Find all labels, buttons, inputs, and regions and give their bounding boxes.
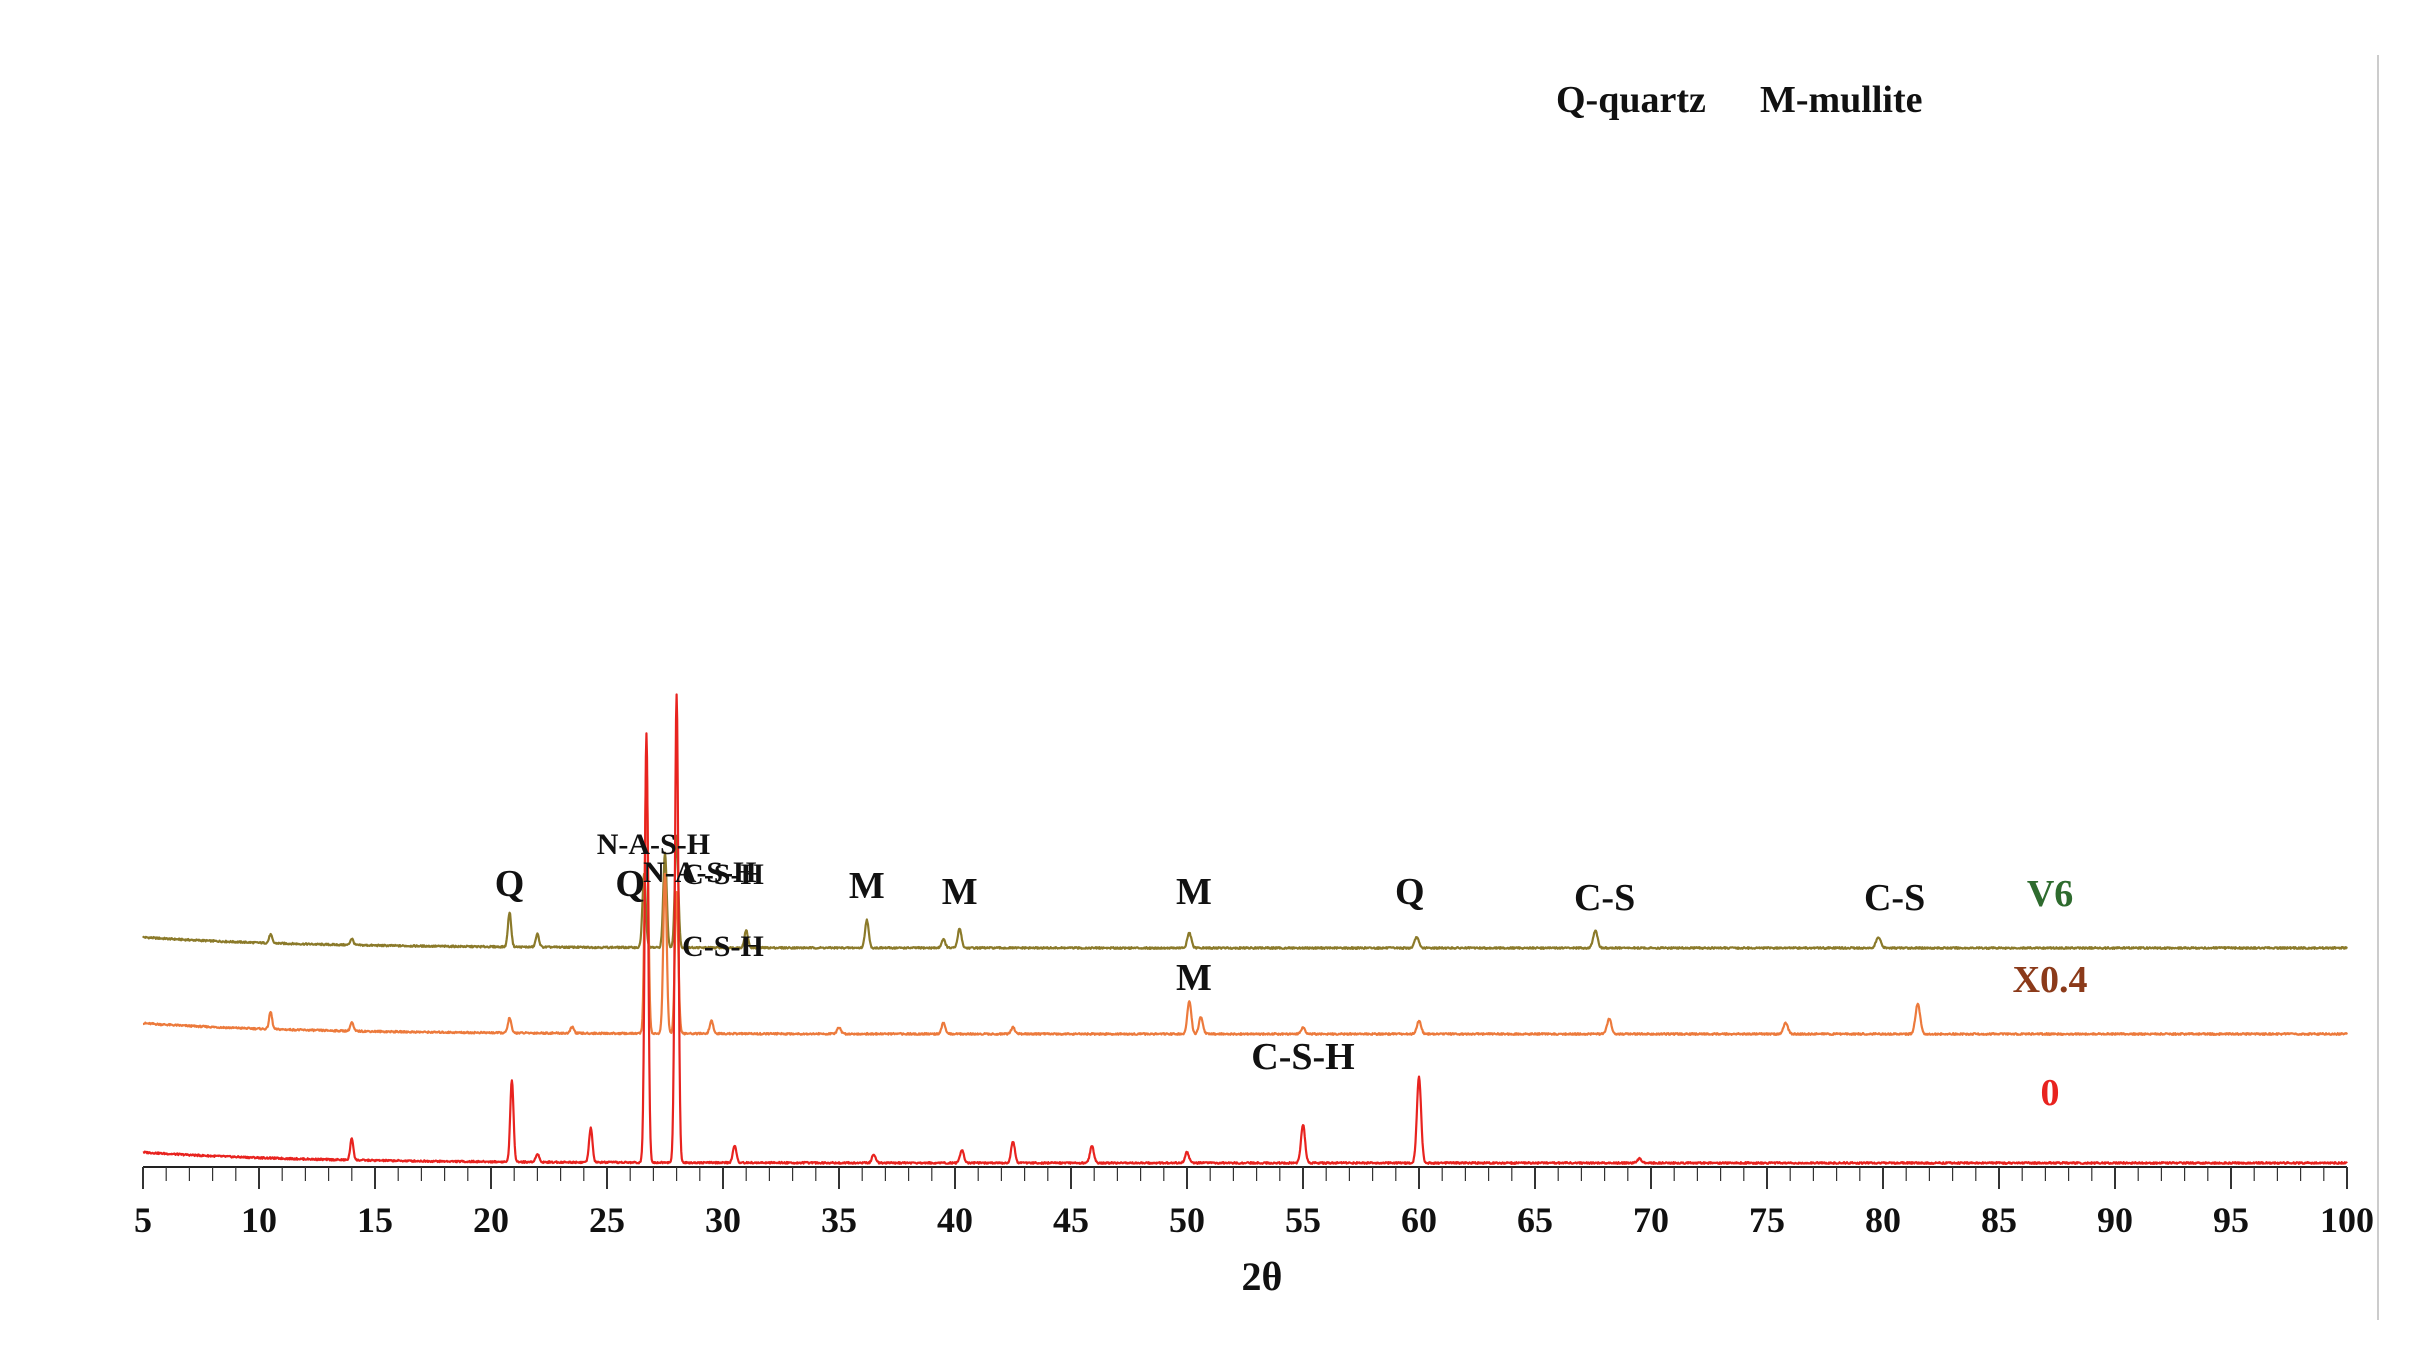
peak-annotation: C-S-H [682,930,764,963]
x-tick-label: 10 [241,1200,277,1240]
series-line-V6 [142,834,2348,950]
peak-annotation: M [942,871,978,913]
peak-annotation: Q [615,863,645,905]
x-tick-label: 15 [357,1200,393,1240]
x-tick-label: 20 [473,1200,509,1240]
x-tick-label: 40 [937,1200,973,1240]
peak-annotation: N-A-S-H [597,828,710,861]
x-tick-label: 45 [1053,1200,1089,1240]
x-tick-label: 100 [2320,1200,2374,1240]
peak-annotation: M [849,865,885,907]
peak-annotation: M [1176,871,1212,913]
series-line-X0.4 [142,760,2349,1036]
legend-quartz-note: Q-quartz [1556,79,1706,121]
series-name-label: X0.4 [2013,959,2088,1001]
x-tick-label: 50 [1169,1200,1205,1240]
series-name-label: 0 [2041,1072,2060,1114]
x-tick-label: 95 [2213,1200,2249,1240]
x-tick-label: 5 [134,1200,152,1240]
x-tick-label: 65 [1517,1200,1553,1240]
peak-annotation: N-A-S-H [643,856,756,889]
x-tick-label: 70 [1633,1200,1669,1240]
peak-annotation: Q [1395,871,1425,913]
x-axis: 5 10 15 20 25 30 35 40 45 50 55 60 65 70 75 80 85 90 95 100 [134,1166,2374,1240]
x-tick-label: 85 [1981,1200,2017,1240]
peak-annotation: C-S-H [1251,1036,1354,1078]
x-tick-label: 60 [1401,1200,1437,1240]
series-name-label: V6 [2027,873,2073,915]
series-V6 [142,834,2348,950]
x-tick-label: 35 [821,1200,857,1240]
peak-annotation: C-S [1864,877,1925,919]
x-tick-label: 30 [705,1200,741,1240]
series-line-0 [142,693,2348,1165]
x-tick-label: 90 [2097,1200,2133,1240]
x-tick-label: 25 [589,1200,625,1240]
x-axis-title: 2θ [1242,1254,1283,1299]
x-tick-label: 55 [1285,1200,1321,1240]
peak-annotation: M [1176,957,1212,999]
peak-annotation: C-S-H [682,858,764,891]
legend-mullite-note: M-mullite [1760,79,1923,121]
x-tick-label: 75 [1749,1200,1785,1240]
peak-annotation: Q [495,863,525,905]
peak-annotation: C-S [1574,877,1635,919]
series-0 [142,693,2348,1165]
series-X0.4 [142,760,2349,1036]
x-tick-label: 80 [1865,1200,1901,1240]
series-layer [142,693,2349,1165]
